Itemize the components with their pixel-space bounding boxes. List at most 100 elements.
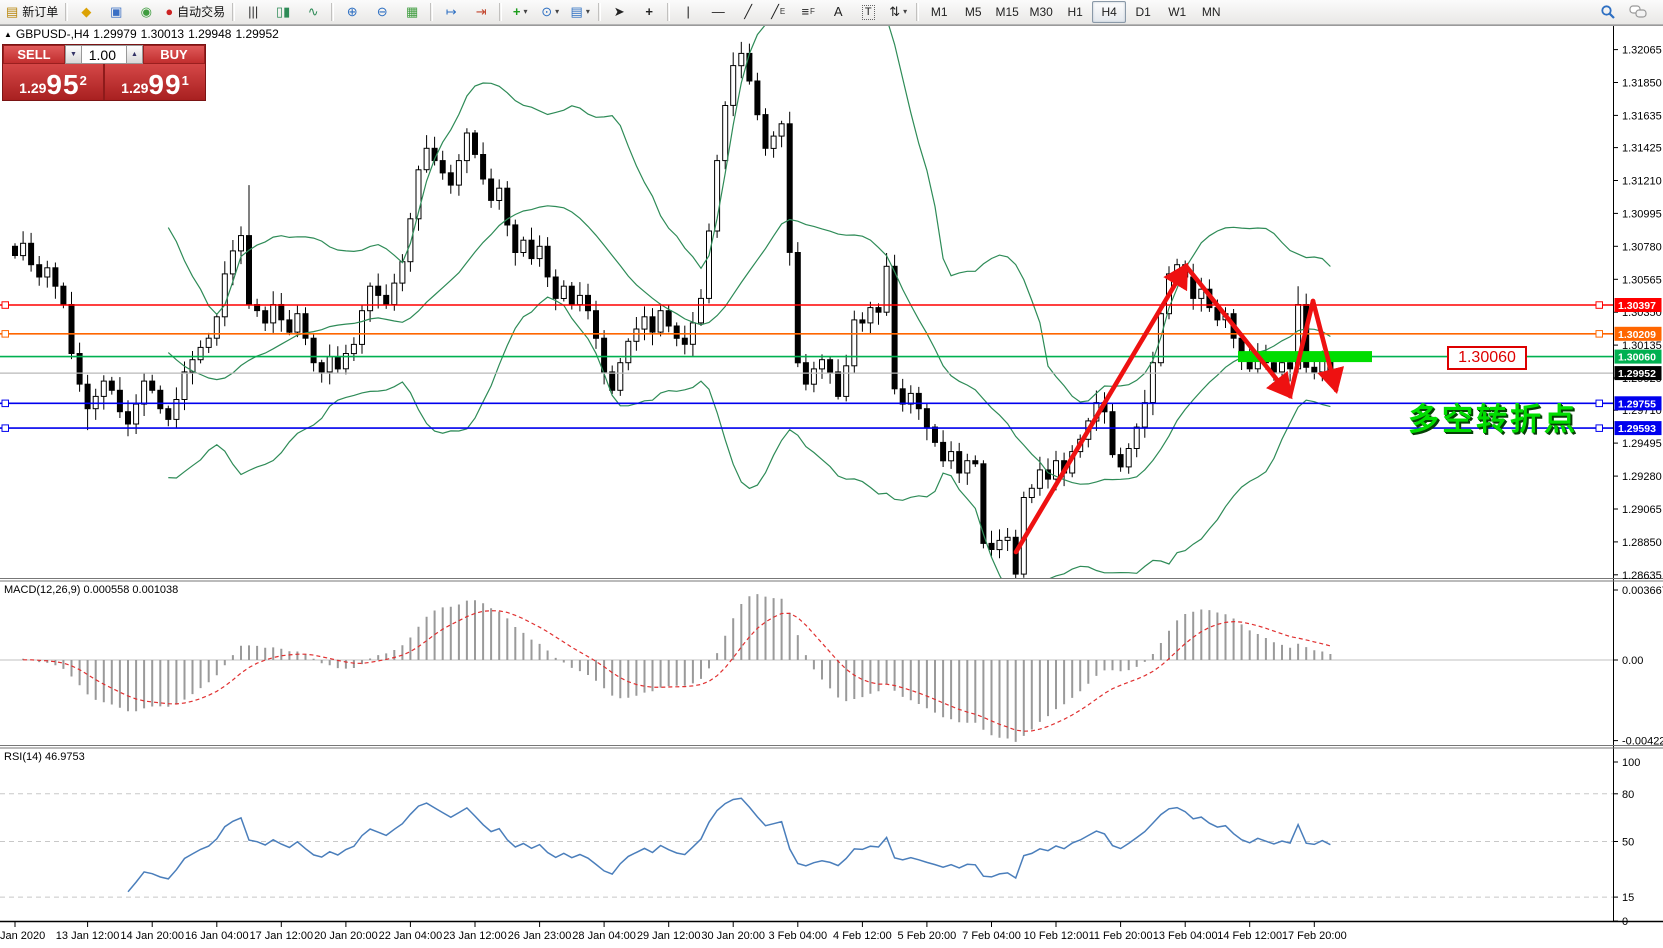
line-handle[interactable]: [1595, 399, 1603, 408]
chinese-annotation-text[interactable]: 多空转折点: [1408, 402, 1578, 437]
line-handle[interactable]: [1, 330, 9, 338]
autotrading-icon[interactable]: ● 自动交易: [165, 4, 226, 19]
svg-text:1.30060: 1.30060: [1618, 352, 1656, 364]
volume-decrease-button[interactable]: ▼: [65, 45, 82, 64]
svg-text:3 Feb 04:00: 3 Feb 04:00: [768, 930, 827, 942]
market-watch-icon[interactable]: ◆: [81, 4, 92, 19]
price-level-callout[interactable]: 1.30060: [1447, 346, 1527, 370]
equidistant-channel-icon[interactable]: ╱ E: [771, 4, 786, 19]
support-zone-bar[interactable]: [1238, 351, 1372, 363]
buy-price[interactable]: 1.29 99 1: [105, 64, 205, 100]
macd-histogram: [22, 594, 1332, 742]
chat-icon[interactable]: [1623, 1, 1653, 23]
toolbar-separator: [232, 3, 236, 21]
data-window-icon[interactable]: ▣: [110, 4, 123, 19]
arrows-icon[interactable]: ⇅ ▾: [889, 4, 908, 19]
svg-text:14 Feb 12:00: 14 Feb 12:00: [1217, 930, 1282, 942]
svg-text:1.29065: 1.29065: [1622, 504, 1662, 516]
toolbar-separator: [65, 3, 69, 21]
line-chart-icon[interactable]: ∿: [307, 4, 319, 19]
line-handle[interactable]: [1, 424, 9, 432]
timeframe-mn[interactable]: MN: [1201, 5, 1221, 19]
text-label-icon[interactable]: T: [853, 1, 883, 23]
svg-text:7 Feb 04:00: 7 Feb 04:00: [962, 930, 1021, 942]
svg-text:80: 80: [1622, 789, 1634, 801]
timeframe-h4[interactable]: H4: [1092, 1, 1127, 23]
indicators-icon[interactable]: + ▾: [512, 4, 528, 19]
svg-text:50: 50: [1622, 837, 1634, 849]
line-handle[interactable]: [1595, 330, 1603, 338]
line-handle[interactable]: [1, 399, 9, 408]
svg-text:1.31850: 1.31850: [1622, 78, 1662, 90]
svg-text:1.31210: 1.31210: [1622, 176, 1662, 188]
horizontal-line-icon[interactable]: —: [711, 4, 725, 19]
new-order-icon[interactable]: ▤ 新订单: [6, 4, 59, 19]
svg-text:13 Jan 12:00: 13 Jan 12:00: [56, 930, 120, 942]
timeframe-m15[interactable]: M15: [995, 5, 1019, 19]
line-handle[interactable]: [1595, 424, 1603, 432]
templates-icon[interactable]: ▤ ▾: [570, 4, 590, 19]
macd-signal-line: [23, 610, 1331, 732]
svg-text:-0.00422: -0.00422: [1622, 736, 1663, 748]
ohlc-close: 1.29952: [235, 27, 279, 41]
collapse-panel-icon[interactable]: ▲: [4, 30, 12, 39]
svg-text:0.00: 0.00: [1622, 655, 1643, 667]
chart-shift-icon[interactable]: ⇥: [475, 4, 487, 19]
svg-text:1.29280: 1.29280: [1622, 471, 1662, 483]
bollinger-bands: [167, 26, 1331, 578]
pane-divider[interactable]: [0, 578, 1663, 749]
navigator-icon[interactable]: ◉: [140, 4, 152, 19]
symbol-ohlc-header: ▲ GBPUSD-,H4 1.29979 1.30013 1.29948 1.29952: [4, 27, 283, 41]
candlesticks: [12, 41, 1334, 578]
timeframe-h1[interactable]: H1: [1067, 5, 1083, 19]
toolbar-separator: [598, 3, 602, 21]
svg-text:1.28635: 1.28635: [1622, 570, 1662, 582]
svg-text:22 Jan 04:00: 22 Jan 04:00: [379, 930, 443, 942]
vertical-line-icon[interactable]: |: [686, 4, 690, 19]
fibonacci-icon[interactable]: ≡ F: [801, 4, 815, 19]
timeframe-w1[interactable]: W1: [1168, 5, 1187, 19]
svg-text:13 Feb 04:00: 13 Feb 04:00: [1153, 930, 1218, 942]
tile-windows-icon[interactable]: ▦: [406, 4, 419, 19]
periods-icon[interactable]: ⊙ ▾: [541, 4, 560, 19]
svg-text:1.29495: 1.29495: [1622, 438, 1662, 450]
toolbar-separator: [430, 3, 434, 21]
text-icon[interactable]: A: [833, 4, 843, 19]
svg-text:1.30565: 1.30565: [1622, 274, 1662, 286]
auto-scroll-icon[interactable]: ↦: [445, 4, 457, 19]
trendline-icon[interactable]: ╱: [744, 4, 753, 19]
ohlc-open: 1.29979: [93, 27, 137, 41]
svg-text:28 Jan 04:00: 28 Jan 04:00: [572, 930, 636, 942]
bar-chart-icon[interactable]: |||: [248, 4, 259, 19]
candlestick-chart-icon[interactable]: ▯▮: [276, 4, 291, 19]
buy-button[interactable]: BUY: [143, 45, 205, 64]
line-handle[interactable]: [1, 301, 9, 309]
svg-text:17 Jan 12:00: 17 Jan 12:00: [249, 930, 313, 942]
volume-input[interactable]: 1.00: [82, 45, 126, 64]
sell-price[interactable]: 1.29 95 2: [3, 64, 103, 100]
timeframe-m5[interactable]: M5: [964, 5, 982, 19]
trend-arrows[interactable]: [1013, 262, 1345, 555]
price-axis[interactable]: 1.32065 1.31850 1.31635 1.31425 1.31210 1.309…: [1613, 45, 1663, 928]
timeframe-m1[interactable]: M1: [930, 5, 948, 19]
svg-text:20 Jan 20:00: 20 Jan 20:00: [314, 930, 378, 942]
svg-text:1.30209: 1.30209: [1618, 329, 1656, 341]
cursor-icon[interactable]: ➤: [613, 4, 625, 19]
zoom-in-icon[interactable]: ⊕: [346, 4, 358, 19]
zoom-out-icon[interactable]: ⊖: [376, 4, 388, 19]
svg-text:10 Jan 2020: 10 Jan 2020: [0, 930, 45, 942]
svg-text:1.30780: 1.30780: [1622, 241, 1662, 253]
crosshair-icon[interactable]: +: [645, 4, 653, 19]
volume-increase-button[interactable]: ▲: [126, 45, 143, 64]
line-handle[interactable]: [1595, 301, 1603, 309]
rsi-line: [127, 797, 1331, 893]
timeframe-m30[interactable]: M30: [1029, 5, 1053, 19]
search-icon[interactable]: [1593, 1, 1623, 23]
sell-button[interactable]: SELL: [3, 45, 65, 64]
timeframe-d1[interactable]: D1: [1135, 5, 1151, 19]
svg-text:30 Jan 20:00: 30 Jan 20:00: [701, 930, 765, 942]
chart-frame: [0, 25, 1663, 923]
svg-text:1.28850: 1.28850: [1622, 537, 1662, 549]
